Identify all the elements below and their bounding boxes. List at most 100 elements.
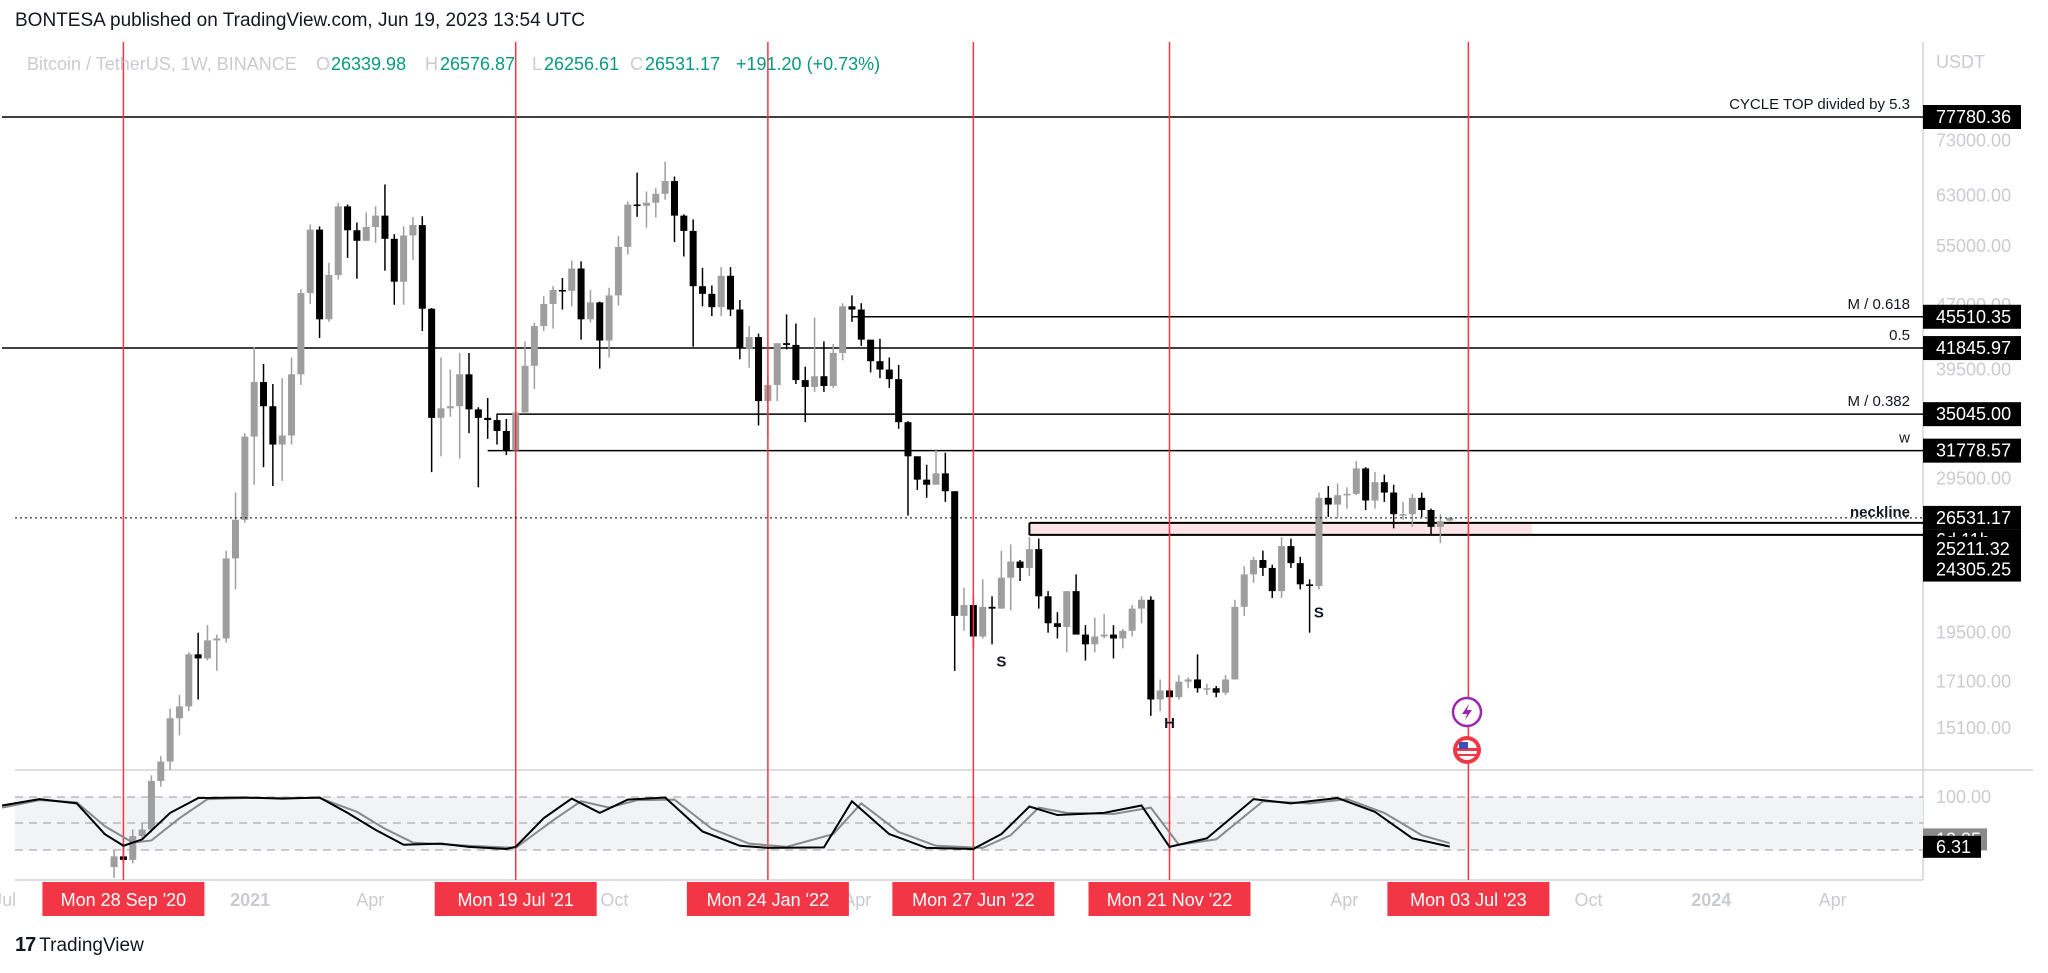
candle-body [577, 268, 585, 320]
candle [344, 204, 352, 258]
candle [306, 224, 314, 304]
candle [297, 289, 305, 385]
axis-tag-current-price-box [1923, 505, 2021, 530]
candle [1119, 628, 1127, 649]
axis-tag-neckline-top: 25211.32 [1923, 536, 2021, 561]
candle-body [1334, 495, 1342, 505]
candle-body [502, 430, 510, 451]
candle [932, 449, 940, 485]
candle [1306, 579, 1314, 633]
tradingview-logo-icon: 17 [15, 934, 36, 956]
candle [138, 823, 146, 840]
candle-body [941, 473, 949, 492]
candle-body [1147, 599, 1155, 700]
candle [418, 216, 426, 332]
neckline-zone-fill [1029, 522, 1532, 535]
pattern-label: S [1314, 605, 1324, 622]
candle [530, 322, 538, 389]
us-flag-icon[interactable] [1453, 736, 1481, 764]
candle [913, 456, 921, 490]
candle [857, 303, 865, 346]
candle [923, 464, 931, 498]
candle [586, 289, 594, 323]
candle [1194, 654, 1202, 693]
lightning-icon[interactable] [1451, 696, 1483, 728]
candle [1147, 596, 1155, 716]
candle-body [988, 606, 996, 609]
candle-body [1053, 623, 1061, 627]
candle [288, 357, 296, 445]
candle-body [129, 836, 137, 860]
candle [1287, 538, 1295, 568]
candle [895, 364, 903, 429]
legend-l-label: L [532, 54, 542, 74]
level-label-w-level: w [1898, 430, 1910, 447]
neckline-label: neckline [1850, 504, 1910, 521]
axis-tag-neckline-bottom: 24305.25 [1923, 557, 2021, 582]
candle-body [1175, 681, 1183, 698]
candle-body [138, 829, 146, 837]
candle [474, 407, 482, 488]
candle-body [1184, 679, 1192, 682]
stoch-rsi-oscillator [1, 796, 1450, 850]
candle-body [316, 229, 324, 320]
candle-body [194, 654, 202, 659]
candle-body [372, 215, 380, 228]
candle-body [979, 606, 987, 637]
candle-body [680, 215, 688, 231]
candle [194, 632, 202, 700]
candle [1212, 686, 1220, 698]
candle [876, 338, 884, 379]
candle [755, 333, 763, 426]
candle [839, 303, 847, 361]
candle-body [745, 337, 753, 349]
candle-body [736, 309, 744, 349]
candle-body [1007, 561, 1015, 578]
candle [1072, 574, 1080, 635]
candle [446, 369, 454, 417]
candle-body [1390, 492, 1398, 515]
price-pane[interactable] [15, 42, 1923, 770]
candle-body [614, 246, 622, 296]
candle [1184, 677, 1192, 689]
candle-body [250, 382, 258, 437]
legend-c-label: C [630, 54, 643, 74]
candle-body [1446, 517, 1454, 521]
candle [1053, 612, 1061, 639]
candle-body [708, 293, 716, 308]
stoch-k-line [1, 796, 1450, 850]
candle [727, 267, 735, 317]
candle-body [932, 473, 940, 485]
candle-body [1072, 591, 1080, 635]
candle [1324, 486, 1332, 517]
candle-body [1063, 591, 1071, 627]
pattern-labels: S H S [996, 605, 1324, 732]
candle-body [792, 344, 800, 381]
price-tick: 19500.00 [1936, 623, 2011, 643]
candle [203, 625, 211, 661]
axis-tag-current-price-text: 26531.17 [1936, 508, 2011, 528]
candle-body [605, 295, 613, 341]
time-tick: Apr [843, 890, 871, 910]
candle-body [1324, 497, 1332, 505]
candle [260, 363, 268, 468]
candle-body [418, 225, 426, 309]
candle [596, 301, 604, 369]
candle [820, 341, 828, 392]
candle [1231, 599, 1239, 680]
candle [745, 325, 753, 368]
candle-body [288, 374, 296, 436]
candle-body [1352, 468, 1360, 494]
candle-body [904, 422, 912, 457]
candle-body [222, 558, 230, 639]
time-axis: Jul 2021 Apr Oct Apr Apr Oct 2024 Apr Mon 28 Sep … [0, 882, 1847, 916]
candle [502, 418, 510, 456]
candle [493, 413, 501, 445]
candle [129, 829, 137, 864]
candle [614, 236, 622, 306]
candle [1081, 625, 1089, 661]
candle [1259, 550, 1267, 577]
axis-tag-m-0618-box [1923, 304, 2021, 329]
candle [1343, 487, 1351, 509]
